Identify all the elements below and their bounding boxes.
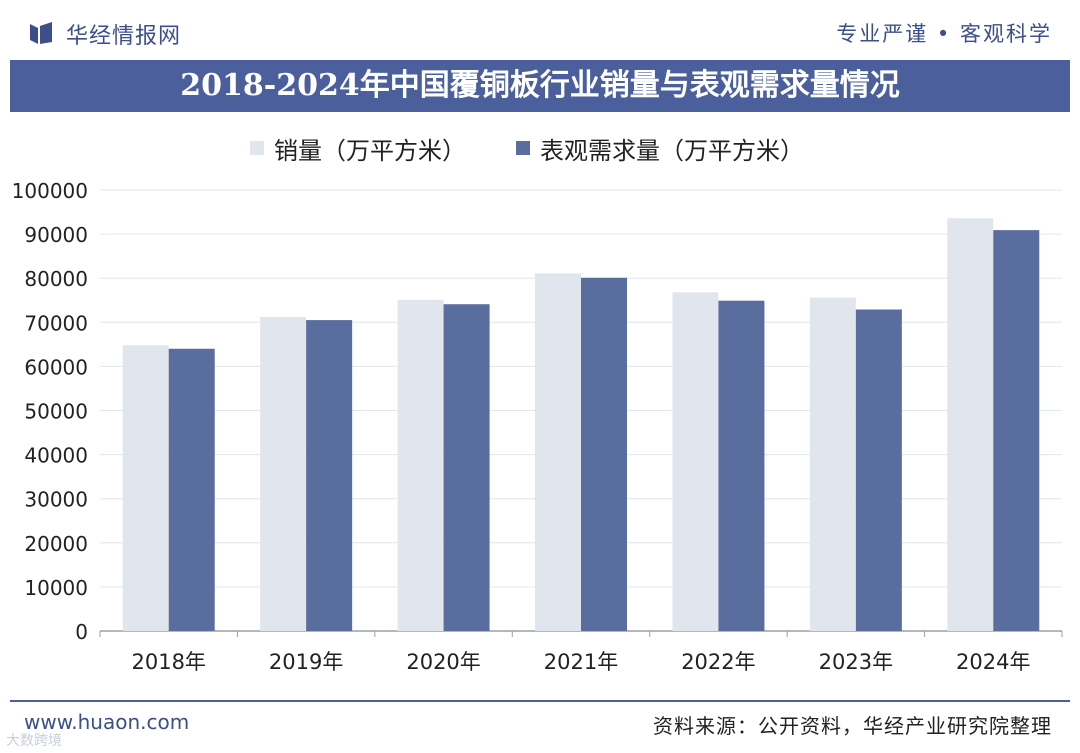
y-tick-label-5: 50000 (24, 400, 88, 424)
bar-demand-3 (581, 277, 627, 631)
y-tick-label-9: 90000 (24, 223, 88, 247)
bar-chart: 0 10000 20000 30000 40000 50000 60000 70000 8000… (12, 179, 1063, 674)
chart-legend: 销量（万平方米） 表观需求量（万平方米） (250, 130, 804, 166)
bar-sales-1 (260, 317, 307, 631)
brand-name: 华经情报网 (66, 24, 182, 49)
legend-swatch-sales (250, 141, 264, 155)
bar-sales-0 (122, 345, 169, 631)
bar-sales-5 (809, 297, 856, 631)
legend-label-demand: 表观需求量（万平方米） (540, 136, 804, 165)
slogan: 专业严谨 • 客观科学 (836, 22, 1052, 46)
y-tick-label-6: 60000 (24, 355, 88, 379)
y-tick-label-0: 0 (75, 620, 88, 644)
legend-swatch-demand (516, 141, 530, 155)
y-tick-label-8: 80000 (24, 267, 88, 291)
legend-item-demand: 表观需求量（万平方米） (516, 131, 804, 166)
y-tick-label-7: 70000 (24, 311, 88, 335)
bar-demand-1 (306, 320, 353, 631)
chart-title: 2018-2024年中国覆铜板行业销量与表观需求量情况 (180, 68, 900, 103)
header-bar: 华经情报网 专业严谨 • 客观科学 (0, 0, 1080, 60)
bar-demand-5 (855, 309, 902, 631)
footer-divider (10, 700, 1070, 702)
bar-sales-4 (672, 292, 719, 631)
legend-label-sales: 销量（万平方米） (274, 136, 466, 165)
y-tick-label-10: 100000 (12, 179, 88, 203)
site-url: www.huaon.com (24, 710, 190, 734)
bar-demand-2 (443, 304, 490, 631)
y-tick-label-3: 30000 (24, 488, 88, 512)
x-tick-label-5: 2023年 (819, 650, 893, 674)
x-tick-label-3: 2021年 (544, 650, 618, 674)
footer-bar: www.huaon.com 资料来源：公开资料，华经产业研究院整理 (0, 700, 1080, 753)
bar-demand-0 (168, 348, 215, 631)
bar-sales-2 (397, 299, 444, 631)
bar-sales-3 (535, 273, 581, 631)
corner-watermark: 大数跨境 (6, 733, 62, 749)
brand-logo-icon (30, 22, 52, 44)
bar-sales-6 (947, 218, 994, 631)
x-tick-label-1: 2019年 (269, 650, 343, 674)
y-tick-label-1: 10000 (24, 576, 88, 600)
title-bar: 2018-2024年中国覆铜板行业销量与表观需求量情况 (10, 60, 1070, 112)
x-tick-label-2: 2020年 (406, 650, 480, 674)
y-tick-label-4: 40000 (24, 444, 88, 468)
bar-demand-6 (993, 230, 1040, 632)
x-tick-label-4: 2022年 (681, 650, 755, 674)
y-tick-label-2: 20000 (24, 532, 88, 556)
source-note: 资料来源：公开资料，华经产业研究院整理 (653, 714, 1052, 738)
x-tick-label-6: 2024年 (956, 650, 1030, 674)
x-tick-label-0: 2018年 (131, 650, 205, 674)
bar-demand-4 (718, 300, 765, 631)
legend-item-sales: 销量（万平方米） (250, 131, 466, 166)
